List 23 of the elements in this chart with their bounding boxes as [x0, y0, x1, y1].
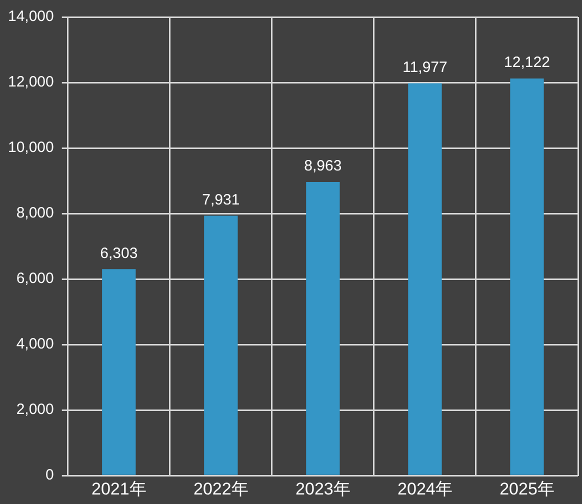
- y-tick-label: 4,000: [16, 336, 54, 353]
- y-tick-label: 0: [46, 466, 54, 484]
- data-label: 11,977: [402, 58, 448, 76]
- data-label: 7,931: [202, 191, 240, 208]
- x-tick-label: 2023年: [296, 479, 350, 498]
- data-label: 8,963: [304, 158, 342, 175]
- bar: [510, 78, 544, 475]
- bar: [408, 83, 442, 475]
- y-tick-label: 6,000: [16, 270, 54, 288]
- x-tick-label: 2025年: [500, 479, 554, 498]
- y-tick-label: 14,000: [8, 8, 54, 26]
- data-label: 6,303: [100, 244, 138, 262]
- y-tick-label: 10,000: [8, 139, 54, 156]
- x-tick-label: 2021年: [91, 479, 146, 498]
- bar: [102, 269, 136, 475]
- x-tick-label: 2022年: [194, 479, 248, 498]
- y-tick-label: 2,000: [16, 401, 54, 418]
- y-tick-label: 12,000: [8, 74, 54, 91]
- bar: [306, 182, 340, 475]
- x-tick-label: 2024年: [398, 479, 452, 498]
- data-label: 12,122: [504, 54, 550, 72]
- y-tick-label: 8,000: [16, 204, 54, 222]
- bar: [204, 216, 238, 475]
